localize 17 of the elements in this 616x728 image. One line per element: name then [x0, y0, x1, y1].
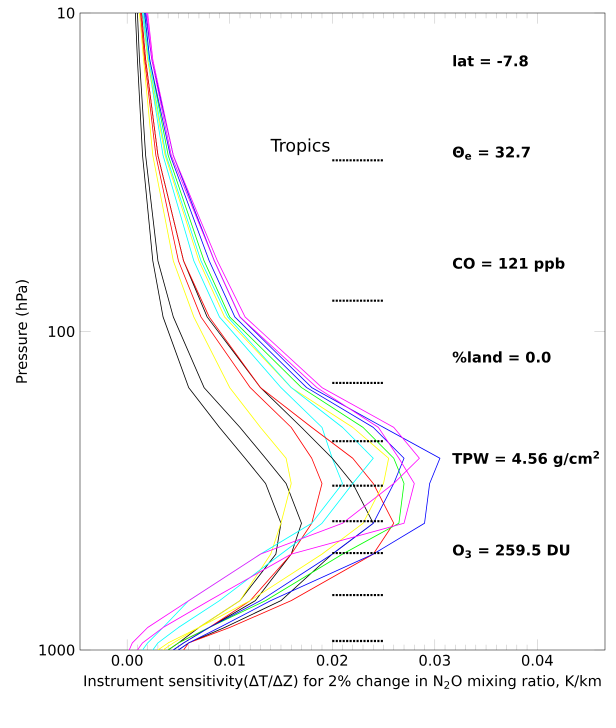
x-tick-label: 0.02: [316, 654, 348, 666]
y-tick-label: 10: [58, 7, 74, 19]
annotation: Tropics: [270, 138, 330, 156]
x-tick-label: 0.01: [214, 654, 245, 666]
annotation: O$_{3}$ = 259.5 DU: [452, 544, 570, 558]
x-tick-label: 0.00: [112, 654, 142, 666]
x-tick-label: 0.04: [522, 654, 553, 666]
annotation: lat = -7.8: [453, 55, 528, 66]
y-tick-label: 1000: [40, 644, 74, 656]
annotation: CO = 121 ppb: [452, 258, 564, 272]
annotation: Θ$_{e}$ = 32.7: [452, 146, 530, 160]
y-tick-label: 100: [48, 326, 74, 338]
x-tick-label: 0.03: [419, 654, 450, 666]
y-axis-title: Pressure (hPa): [16, 280, 29, 383]
x-axis-title: Instrument sensitivity(ΔT/ΔZ) for 2% change in N$_{2}$O mixing ratio, K/km: [84, 674, 601, 690]
annotation: TPW = 4.56 g/cm$^{2}$: [452, 450, 600, 467]
annotation: %land = 0.0: [452, 351, 551, 363]
